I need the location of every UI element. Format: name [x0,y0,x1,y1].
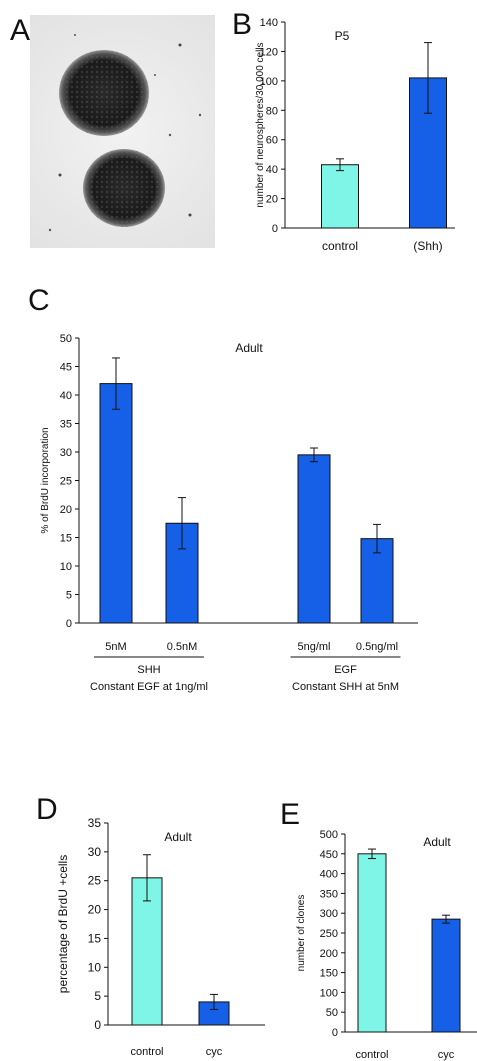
category-label: 5ng/ml [297,641,330,653]
y-tick-label: 30 [88,845,102,859]
y-tick-label: 500 [320,829,338,841]
y-tick-label: 0 [272,223,278,235]
panel-label-a: A [10,14,31,47]
y-tick-label: 0 [94,1018,101,1032]
bar-5nM [99,383,133,624]
y-tick-label: 20 [266,194,278,206]
y-tick-label: 300 [320,908,338,920]
panel-label-d: D [36,793,58,826]
y-tick-label: 0 [332,1027,338,1039]
y-tick-label: 45 [60,362,72,374]
group-label: EGF [334,664,357,676]
y-tick-label: 140 [260,17,278,29]
group-sublabel: Constant SHH at 5nM [292,681,399,693]
bar-cyc [198,1001,230,1026]
y-axis-label: % of BrdU incorporation [40,427,51,533]
category-label: cyc [206,1046,223,1058]
y-axis-label: number of neurospheres/30,000 cells [255,42,266,207]
y-tick-label: 250 [320,928,338,940]
y-axis-label: percentage of BrdU +cells [56,855,70,993]
panel-label-c: C [28,284,50,317]
y-tick-label: 15 [88,931,102,945]
category-label: 0.5nM [167,641,198,653]
y-tick-label: 150 [320,968,338,980]
y-tick-label: 50 [326,1007,338,1019]
y-tick-label: 120 [260,46,278,58]
bar-control [357,853,387,1033]
y-tick-label: 0 [66,618,72,630]
y-tick-label: 40 [60,390,72,402]
y-tick-label: 10 [60,561,72,573]
chart-b-group: 0 20 40 60 80 100 120 140 control (Shh) P5 number o… [255,17,455,253]
y-tick-label: 35 [60,419,72,431]
bar-5ng/ml [297,454,331,624]
y-tick-label: 60 [266,135,278,147]
y-tick-label: 15 [60,533,72,545]
chart-title: Adult [423,835,451,849]
category-label: cyc [438,1049,455,1061]
y-tick-label: 35 [88,816,102,830]
group-label: SHH [137,664,160,676]
y-tick-label: 100 [260,76,278,88]
category-label: control [130,1046,163,1058]
y-tick-label: 30 [60,447,72,459]
y-tick-label: 450 [320,849,338,861]
bar-control [321,164,359,229]
y-tick-label: 350 [320,888,338,900]
y-tick-label: 100 [320,987,338,999]
chart-d-group: 0 5 10 15 20 25 30 35 control cyc Adult percentage … [56,816,265,1058]
bar-0.5nM [165,522,199,624]
chart-title: Adult [235,341,263,355]
y-tick-label: 20 [88,903,102,917]
chart-title: P5 [335,29,350,43]
y-axis-label: number of clones [296,895,307,972]
bar-control [131,877,163,1026]
category-label: control [355,1049,388,1061]
chart-c-group: 0 5 10 15 20 25 30 35 40 45 50 5nM 0.5nM 5ng/ml 0.5ng/… [40,333,418,693]
category-label: (Shh) [413,239,442,253]
category-label: control [322,239,358,253]
y-tick-label: 25 [88,874,102,888]
neurosphere-micrograph [30,15,215,248]
category-label: 0.5ng/ml [356,641,398,653]
group-sublabel: Constant EGF at 1ng/ml [90,681,208,693]
y-tick-label: 5 [66,590,72,602]
bar-cyc [431,918,461,1033]
y-tick-label: 400 [320,869,338,881]
panel-label-e: E [280,798,301,831]
y-tick-label: 25 [60,476,72,488]
y-tick-label: 200 [320,948,338,960]
category-label: 5nM [105,641,126,653]
chart-e-group: 0 50 100 150 200 250 300 350 400 450 500 control cyc… [296,829,477,1061]
y-tick-label: 80 [266,105,278,117]
bar-0.5ng/ml [360,538,394,624]
y-tick-label: 5 [94,989,101,1003]
micrograph-image [48,34,202,232]
y-tick-label: 10 [88,960,102,974]
y-tick-label: 20 [60,504,72,516]
chart-title: Adult [164,830,192,844]
y-tick-label: 40 [266,164,278,176]
panel-label-b: B [232,8,253,41]
y-tick-label: 50 [60,333,72,345]
bar-(Shh) [409,77,447,229]
